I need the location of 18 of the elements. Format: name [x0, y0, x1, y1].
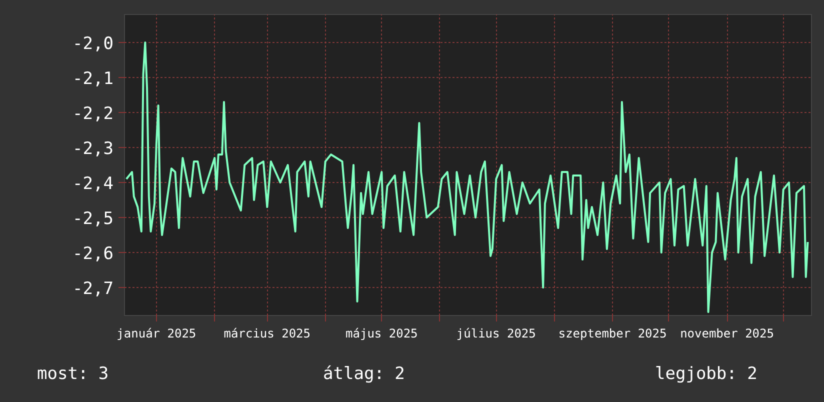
y-tick-label: -2,0: [72, 34, 114, 54]
y-tick-label: -2,1: [72, 69, 114, 89]
x-tick-label: május 2025: [346, 326, 418, 340]
text: átlag: 2: [323, 363, 405, 386]
x-tick-label: november 2025: [680, 326, 774, 340]
y-tick-label: -2,7: [72, 279, 114, 299]
x-tick-label: szeptember 2025: [558, 326, 667, 340]
text: most: 3: [37, 363, 109, 386]
line-series: [125, 42, 809, 313]
y-tick-label: -2,4: [72, 174, 114, 194]
y-tick-label: -2,2: [72, 104, 114, 124]
y-tick-label: -2,5: [72, 209, 114, 229]
y-tick-label: -2,3: [72, 139, 114, 159]
x-tick-label: január 2025: [116, 326, 196, 340]
y-tick-label: -2,6: [72, 244, 114, 264]
text: legjobb: 2: [655, 363, 758, 386]
x-tick-label: március 2025: [224, 326, 311, 340]
x-tick-label: július 2025: [456, 326, 536, 340]
